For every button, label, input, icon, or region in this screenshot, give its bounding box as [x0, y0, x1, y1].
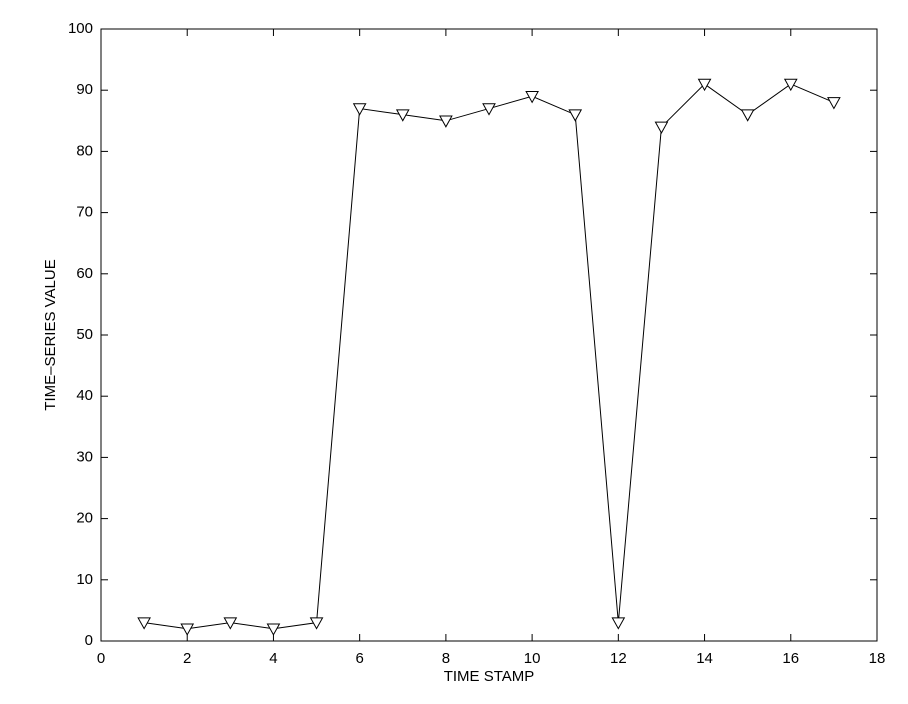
marker — [525, 91, 539, 104]
marker — [352, 103, 367, 116]
x-tick-label: 6 — [355, 650, 363, 667]
line — [144, 83, 835, 630]
y-axis-label: TIME–SERIES VALUE — [42, 259, 59, 410]
marker — [266, 623, 281, 636]
y-tick-label: 90 — [76, 81, 93, 98]
x-tick-label: 14 — [696, 650, 713, 667]
y-tick-label: 40 — [76, 387, 93, 404]
plot-frame — [100, 28, 878, 642]
marker — [783, 78, 798, 92]
x-tick-label: 10 — [524, 650, 541, 667]
marker — [223, 617, 238, 630]
y-tick-label: 0 — [85, 632, 93, 649]
y-tick-label: 50 — [76, 326, 93, 343]
marker — [180, 623, 195, 636]
x-tick-label: 2 — [183, 650, 191, 667]
y-tick-label: 100 — [68, 20, 93, 37]
marker — [611, 617, 626, 630]
x-tick-label: 16 — [782, 650, 799, 667]
marker — [568, 109, 583, 122]
marker — [482, 103, 496, 116]
x-tick-label: 18 — [869, 650, 886, 667]
y-tick-label: 20 — [76, 510, 93, 527]
y-tick-label: 70 — [76, 204, 93, 221]
marker — [740, 109, 755, 122]
marker — [827, 97, 841, 110]
x-tick-label: 8 — [442, 650, 450, 667]
x-axis-label: TIME STAMP — [444, 668, 535, 685]
marker — [137, 617, 151, 630]
marker — [309, 617, 324, 630]
y-tick-label: 60 — [76, 265, 93, 282]
marker — [654, 121, 669, 134]
marker — [439, 115, 453, 128]
x-tick-label: 0 — [97, 650, 105, 667]
x-tick-label: 4 — [269, 650, 277, 667]
marker — [697, 78, 712, 92]
y-tick-label: 80 — [76, 142, 93, 159]
marker — [395, 109, 410, 122]
x-tick-label: 12 — [610, 650, 627, 667]
y-tick-label: 10 — [76, 571, 93, 588]
y-tick-label: 30 — [76, 448, 93, 465]
